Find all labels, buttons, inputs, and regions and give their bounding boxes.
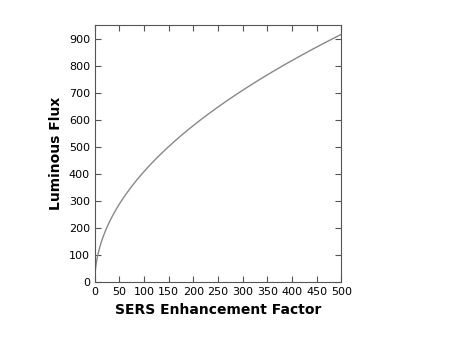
Y-axis label: Luminous Flux: Luminous Flux [49,97,63,210]
X-axis label: SERS Enhancement Factor: SERS Enhancement Factor [115,303,321,317]
